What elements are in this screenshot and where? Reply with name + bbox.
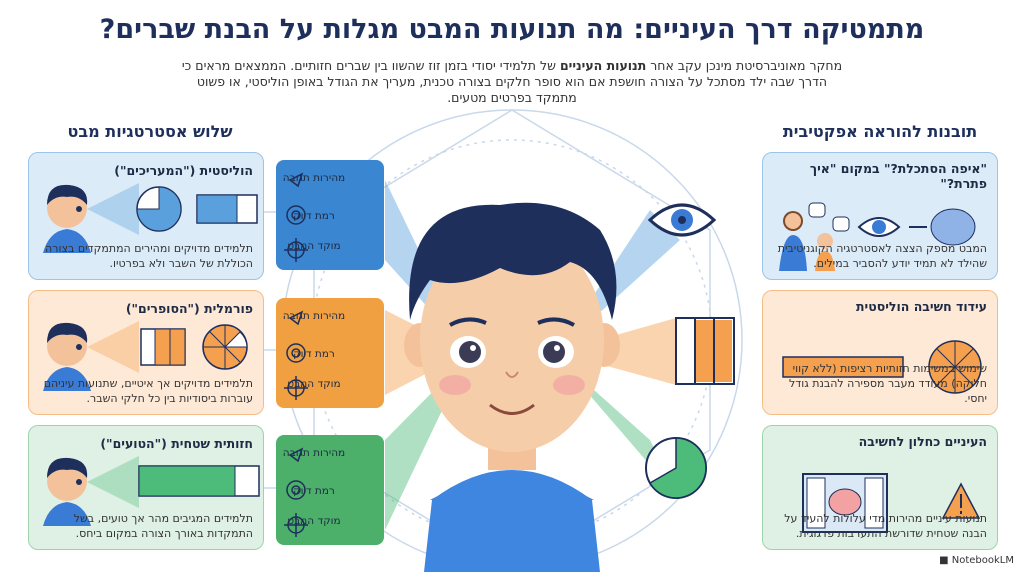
metric-box: מהירות תגובה רמת דיוק מוקד המבט [276, 298, 384, 408]
metric-label: מהירות תגובה [282, 447, 346, 459]
metric-label: מהירות תגובה [282, 310, 346, 322]
metric-label: רמת דיוק [293, 210, 335, 222]
card-illustration [43, 321, 248, 391]
section-title: שלוש אסטרטגיות מבט [67, 122, 233, 141]
insight-card: עידוד חשיבה הוליסטית שימוש במשימות חזותיו… [762, 290, 998, 415]
subtitle: מחקר מאוניברסיטת מינכן עקב אחר תנועות הע… [180, 58, 844, 106]
card-text: תנועות עיניים מהירות מדי עלולות להעיד על… [784, 512, 987, 540]
card-illustration [43, 456, 260, 526]
metric-label: רמת דיוק [293, 485, 335, 497]
metric-label: רמת דיוק [293, 348, 335, 360]
subtitle-rest: של תלמידי יסודי בזמן זוז שהשוו בין שברים… [181, 58, 828, 105]
brand: ■ NotebookLM [939, 555, 1014, 566]
subtitle-intro: מחקר מאוניברסיטת מינכן עקב אחר [650, 58, 843, 73]
subtitle-bold: תנועות העיניים [559, 58, 647, 73]
card-illustration [284, 310, 308, 400]
card-text: המבט מספק הצצה לאסטרטגיה הקוגניטיבית שהי… [777, 242, 987, 270]
card-title: העיניים כחלון לחשיבה [858, 434, 987, 449]
card-text: תלמידים המגיבים מהר אך טועים, בשל התמקדו… [73, 512, 253, 540]
insight-card: "איפה הסתכלת?" במקום "איך פתרת?" המבט מספ… [762, 152, 998, 280]
section-title: תובנות להוראה אפקטיבית [782, 122, 978, 141]
metric-label: מוקד המבט [287, 240, 341, 252]
card-illustration [802, 473, 981, 533]
title: מתמטיקה דרך העיניים: מה תנועות המבט מגלו… [99, 14, 925, 45]
metric-box: מהירות תגובה רמת דיוק מוקד המבט [276, 160, 384, 270]
brand-name: NotebookLM [951, 555, 1014, 566]
card-text: תלמידים מדויקים אך איטיים, שתנועות עיניה… [43, 377, 253, 405]
strategy-card: פורמלית ("הסופרים") תלמידים מדויקים אך אי… [28, 290, 264, 415]
card-illustration [782, 340, 982, 394]
card-title: חזותית שטחית ("הטועים") [100, 436, 253, 451]
metric-label: מהירות תגובה [282, 172, 346, 184]
card-title: פורמלית ("הסופרים") [125, 301, 253, 316]
card-title: הוליסטית ("המעריכים") [114, 163, 253, 178]
card-text: שימוש במשימות חזותיות רציפות (ללא קווי ח… [788, 362, 987, 405]
metric-box: מהירות תגובה רמת דיוק מוקד המבט [276, 435, 384, 545]
card-title: עידוד חשיבה הוליסטית [856, 299, 987, 314]
strategy-card: חזותית שטחית ("הטועים") תלמידים המגיבים מ… [28, 425, 264, 550]
strategy-card: הוליסטית ("המעריכים") תלמידים מדויקים ומה… [28, 152, 264, 280]
card-illustration [284, 172, 308, 262]
card-illustration [779, 202, 976, 271]
card-illustration [284, 447, 308, 537]
card-illustration [43, 183, 258, 253]
insight-card: העיניים כחלון לחשיבה תנועות עיניים מהירות… [762, 425, 998, 550]
metric-label: מוקד המבט [287, 515, 341, 527]
metric-label: מוקד המבט [287, 378, 341, 390]
card-text: תלמידים מדויקים ומהירים המתמקדים בצורה ה… [45, 242, 253, 270]
card-title: "איפה הסתכלת?" במקום "איך פתרת?" [809, 161, 987, 191]
